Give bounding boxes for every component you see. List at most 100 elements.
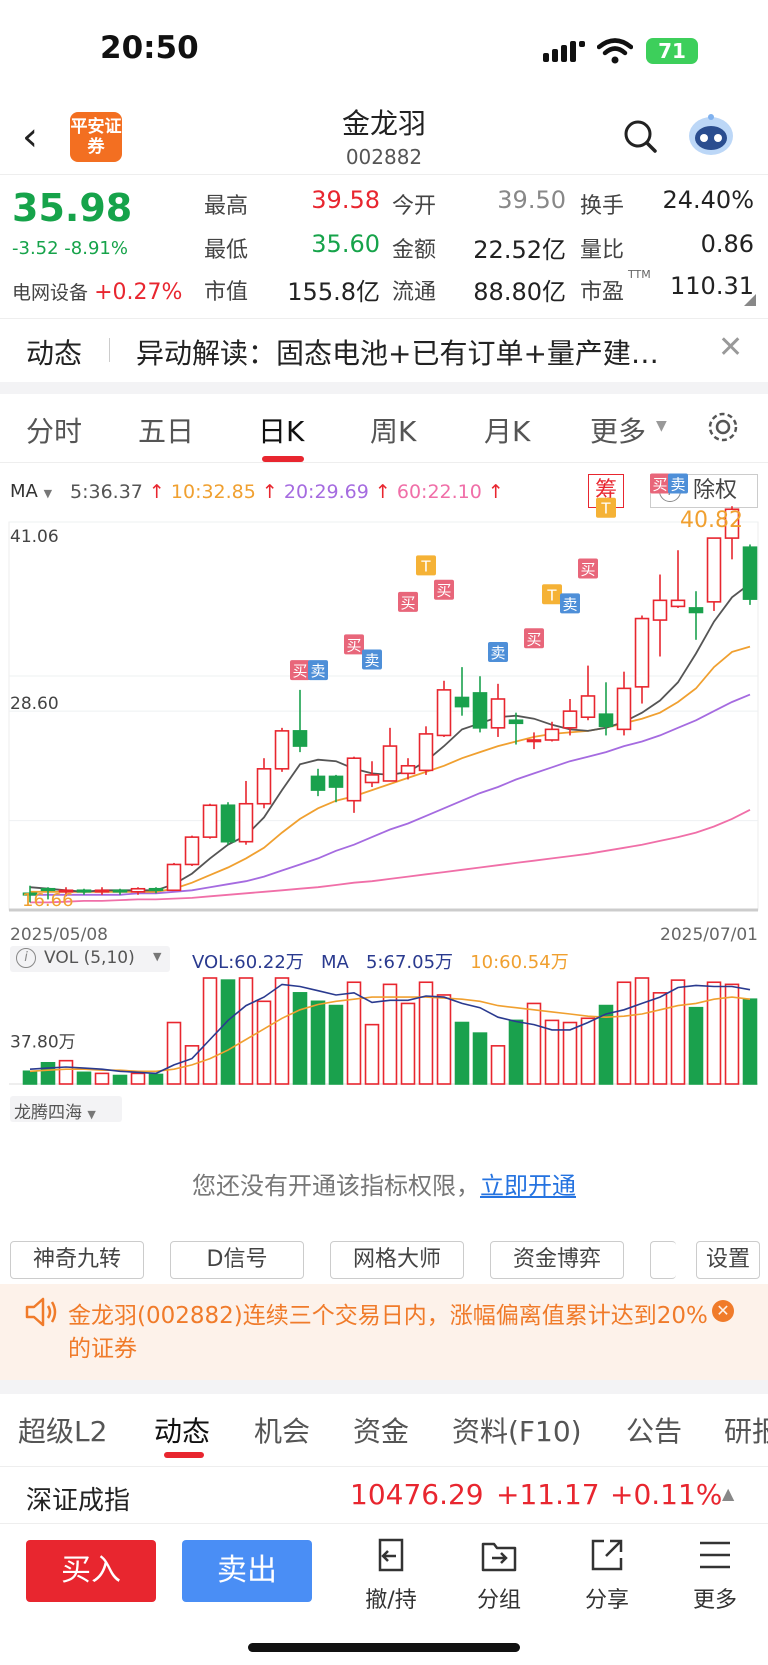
index-bar[interactable] (0, 1466, 768, 1524)
quote-label: 流通 (392, 280, 437, 305)
signal-label: 卖 (670, 475, 685, 493)
more-label[interactable]: 更多 (692, 1588, 737, 1613)
gear-icon[interactable] (706, 410, 740, 444)
signal-badge (344, 634, 364, 655)
tab-timeshare[interactable]: 分时 (26, 415, 83, 448)
candle-body (256, 768, 272, 805)
tool-settings[interactable]: 设置 (696, 1241, 760, 1279)
cancel-hold-label[interactable]: 撤/持 (365, 1588, 417, 1613)
candle (364, 761, 380, 788)
candle-body (40, 887, 56, 892)
volume-bar (670, 979, 686, 1085)
candle (166, 862, 182, 892)
signal-label: T (546, 586, 557, 604)
ma-selector[interactable]: MA ▼ (10, 481, 53, 502)
candle-body (94, 889, 110, 893)
volume-ma5-line (29, 983, 751, 1075)
tool-magic-nine[interactable]: 神奇九转 (10, 1241, 144, 1279)
volume-bar (508, 1019, 524, 1085)
tab-five-day[interactable]: 五日 (138, 415, 195, 448)
candle (652, 574, 668, 657)
candle (724, 506, 740, 560)
tab-opportunity[interactable]: 机会 (254, 1415, 311, 1448)
sell-button[interactable]: 卖出 (182, 1540, 312, 1602)
tab-daily-k[interactable]: 日K (258, 415, 305, 448)
chevron-up-icon[interactable]: ▲ (722, 1484, 735, 1503)
tool-capital-game[interactable]: 资金博弈 (490, 1241, 624, 1279)
expand-corner-icon[interactable] (744, 294, 756, 306)
speaker-icon (25, 1297, 57, 1327)
quote-label: 换手 (580, 194, 625, 219)
volume-bar (40, 1061, 56, 1085)
news-headline[interactable]: 异动解读：固态电池+已有订单+量产建… (136, 337, 659, 370)
share-icon[interactable] (588, 1536, 626, 1574)
candle (544, 721, 560, 742)
signal-buy: 买 (290, 660, 310, 681)
tab-dynamics[interactable]: 动态 (154, 1415, 211, 1448)
candle-body (148, 887, 164, 892)
group-folder-icon[interactable] (480, 1536, 518, 1574)
menu-icon[interactable] (696, 1538, 734, 1572)
quote-value: 35.60 (311, 230, 380, 258)
candle (634, 615, 650, 704)
quote-label: 市值 (204, 280, 249, 305)
close-icon[interactable]: ✕ (718, 330, 744, 365)
candle-body (328, 775, 344, 788)
candle (274, 727, 290, 772)
tool-d-signal[interactable]: D信号 (170, 1241, 304, 1279)
quote-value: 110.31 (670, 272, 754, 300)
tab-capital[interactable]: 资金 (353, 1415, 410, 1448)
ma60-line (30, 808, 751, 904)
candle (220, 802, 236, 845)
signal-t: T (596, 497, 616, 518)
sector-change: +0.27% (94, 280, 183, 305)
volume-selector[interactable]: i VOL (5,10) ▼ (10, 946, 170, 972)
signal-badge (416, 555, 436, 576)
tab-research[interactable]: 研报 (724, 1415, 768, 1448)
candle (22, 885, 38, 903)
signal-label: T (600, 500, 611, 518)
signal-label: 卖 (364, 652, 379, 670)
candle-body (616, 687, 632, 731)
kline-chart[interactable]: 买卖买卖买T买卖买T卖买T卖买卖 37.80万 41.0628.6040.821… (0, 470, 768, 1130)
robot-assistant-icon[interactable] (686, 112, 736, 158)
indicator-selector[interactable]: 龙腾四海 ▼ (10, 1096, 122, 1123)
share-label[interactable]: 分享 (584, 1588, 629, 1613)
broker-logo[interactable]: 平安证券 (70, 112, 122, 162)
search-icon[interactable] (622, 118, 658, 154)
news-bar[interactable] (0, 318, 768, 382)
candle-body (598, 713, 614, 728)
volume-bar (652, 992, 668, 1085)
tab-announcement[interactable]: 公告 (626, 1415, 683, 1448)
ma10-value: 10:32.85 (170, 481, 256, 503)
tab-more[interactable]: 更多 (590, 415, 647, 448)
volume-bar (526, 1002, 542, 1085)
volume-bar (148, 1073, 164, 1085)
buy-button[interactable]: 买入 (26, 1540, 156, 1602)
candle-body (202, 804, 218, 838)
candle (310, 768, 326, 797)
tool-grid-master[interactable]: 网格大师 (330, 1241, 464, 1279)
low-marker: 16.66 (22, 890, 74, 911)
tab-weekly-k[interactable]: 周K (370, 415, 417, 448)
tool-partial[interactable] (650, 1241, 676, 1279)
tab-super-l2[interactable]: 超级L2 (18, 1415, 108, 1448)
candle-body (688, 607, 704, 614)
candle (256, 758, 272, 809)
back-icon[interactable]: ‹ (22, 114, 38, 160)
group-label[interactable]: 分组 (476, 1588, 521, 1613)
candle-body (382, 745, 398, 782)
sector-info[interactable]: 电网设备 +0.27% (12, 278, 182, 305)
signal-badge (398, 591, 418, 612)
signal-label: T (420, 557, 431, 575)
candle (58, 887, 74, 897)
tab-f10[interactable]: 资料(F10) (452, 1415, 582, 1448)
activate-link[interactable]: 立即开通 (480, 1172, 576, 1200)
tab-monthly-k[interactable]: 月K (484, 415, 531, 448)
signal-badge (596, 497, 616, 518)
quote-value: 0.86 (700, 230, 754, 258)
candle-body (706, 537, 722, 603)
volume-bar (130, 1072, 146, 1085)
close-icon[interactable]: ✕ (712, 1300, 734, 1322)
cancel-hold-icon[interactable] (372, 1536, 410, 1574)
